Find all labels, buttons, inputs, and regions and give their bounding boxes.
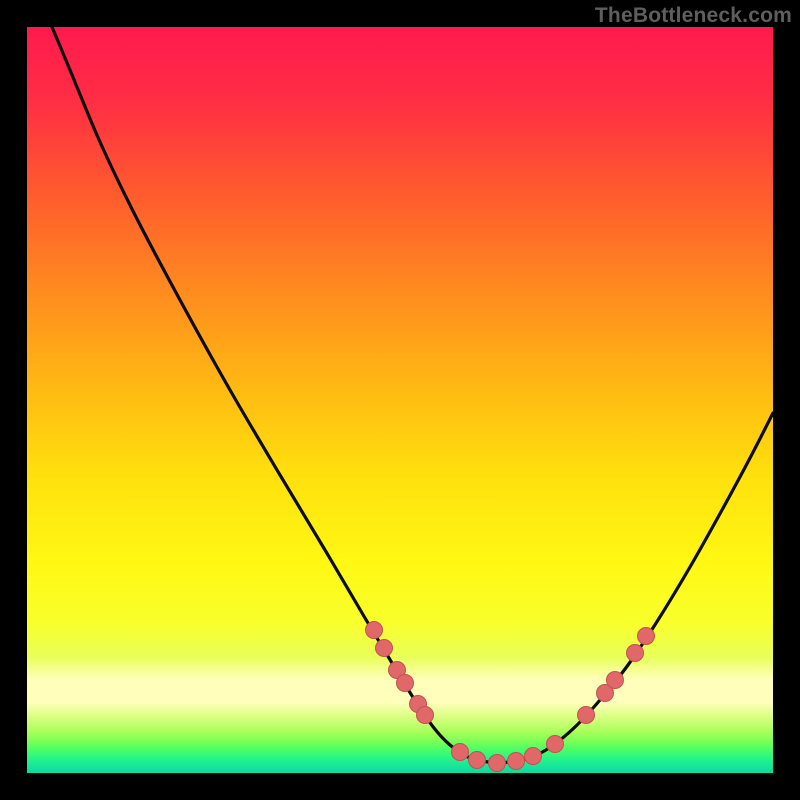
data-marker xyxy=(627,645,644,662)
plot-area xyxy=(27,27,773,773)
bottleneck-chart xyxy=(0,0,800,800)
data-marker xyxy=(607,672,624,689)
data-marker xyxy=(469,752,486,769)
attribution-text: TheBottleneck.com xyxy=(595,4,792,28)
data-marker xyxy=(547,736,564,753)
data-marker xyxy=(638,628,655,645)
data-marker xyxy=(397,675,414,692)
data-marker xyxy=(578,707,595,724)
data-marker xyxy=(376,640,393,657)
data-marker xyxy=(508,753,525,770)
data-marker xyxy=(525,748,542,765)
data-marker xyxy=(417,707,434,724)
data-marker xyxy=(366,622,383,639)
data-marker xyxy=(489,755,506,772)
data-marker xyxy=(452,744,469,761)
